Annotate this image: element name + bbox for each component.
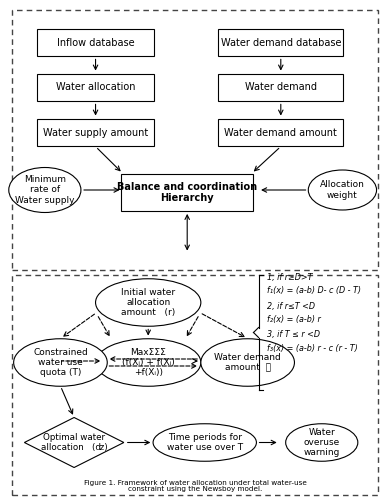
Ellipse shape	[96, 339, 201, 386]
Ellipse shape	[308, 170, 377, 210]
Text: Constrained
water use
quota (T): Constrained water use quota (T)	[33, 348, 88, 378]
FancyBboxPatch shape	[218, 74, 343, 101]
Bar	[12, 10, 378, 270]
Text: Water
overuse
warning: Water overuse warning	[303, 428, 340, 458]
Text: Water demand database: Water demand database	[221, 38, 341, 48]
Bar	[12, 275, 378, 495]
FancyBboxPatch shape	[121, 174, 254, 211]
Text: MaxΣΣΣ
(f(Xᵢ) + f(Xᵢ)
+f(Xᵢ)): MaxΣΣΣ (f(Xᵢ) + f(Xᵢ) +f(Xᵢ))	[122, 348, 175, 378]
Text: Balance and coordination
Hierarchy: Balance and coordination Hierarchy	[117, 182, 257, 204]
Text: Figure 1. Framework of water allocation under total water-use
constraint using t: Figure 1. Framework of water allocation …	[83, 480, 307, 492]
Text: Allocation
weight: Allocation weight	[320, 180, 365, 200]
FancyBboxPatch shape	[218, 28, 343, 56]
FancyBboxPatch shape	[37, 74, 154, 101]
Polygon shape	[24, 418, 124, 468]
Text: Minimum
rate of
Water supply: Minimum rate of Water supply	[15, 175, 74, 205]
Text: Water demand amount: Water demand amount	[224, 128, 337, 138]
Text: f₁(x) = (a-b) D- c (D - T): f₁(x) = (a-b) D- c (D - T)	[267, 286, 361, 296]
Text: Inflow database: Inflow database	[57, 38, 135, 48]
Ellipse shape	[285, 424, 358, 461]
Text: Optimal water
allocation   (ʣ): Optimal water allocation (ʣ)	[41, 433, 108, 452]
Text: Water demand: Water demand	[245, 82, 317, 92]
Text: f₂(x) = (a-b) r: f₂(x) = (a-b) r	[267, 315, 321, 324]
Text: 1, if r≥D>T: 1, if r≥D>T	[267, 273, 313, 282]
FancyBboxPatch shape	[218, 118, 343, 146]
Text: Water allocation: Water allocation	[56, 82, 135, 92]
Ellipse shape	[153, 424, 257, 461]
Text: 3, if T ≤ r <D: 3, if T ≤ r <D	[267, 330, 320, 339]
Ellipse shape	[9, 168, 81, 212]
Ellipse shape	[201, 339, 294, 386]
Text: Water supply amount: Water supply amount	[43, 128, 148, 138]
Ellipse shape	[14, 339, 107, 386]
Text: Initial water
allocation
amount   (r): Initial water allocation amount (r)	[121, 288, 176, 318]
FancyBboxPatch shape	[37, 28, 154, 56]
Text: Water demand
amount  ⓓ: Water demand amount ⓓ	[214, 353, 281, 372]
Text: Time periods for
water use over T: Time periods for water use over T	[167, 433, 243, 452]
Text: 2, if r≤T <D: 2, if r≤T <D	[267, 302, 315, 310]
Text: f₃(x) = (a-b) r - c (r - T): f₃(x) = (a-b) r - c (r - T)	[267, 344, 358, 352]
FancyBboxPatch shape	[37, 118, 154, 146]
Ellipse shape	[96, 279, 201, 326]
